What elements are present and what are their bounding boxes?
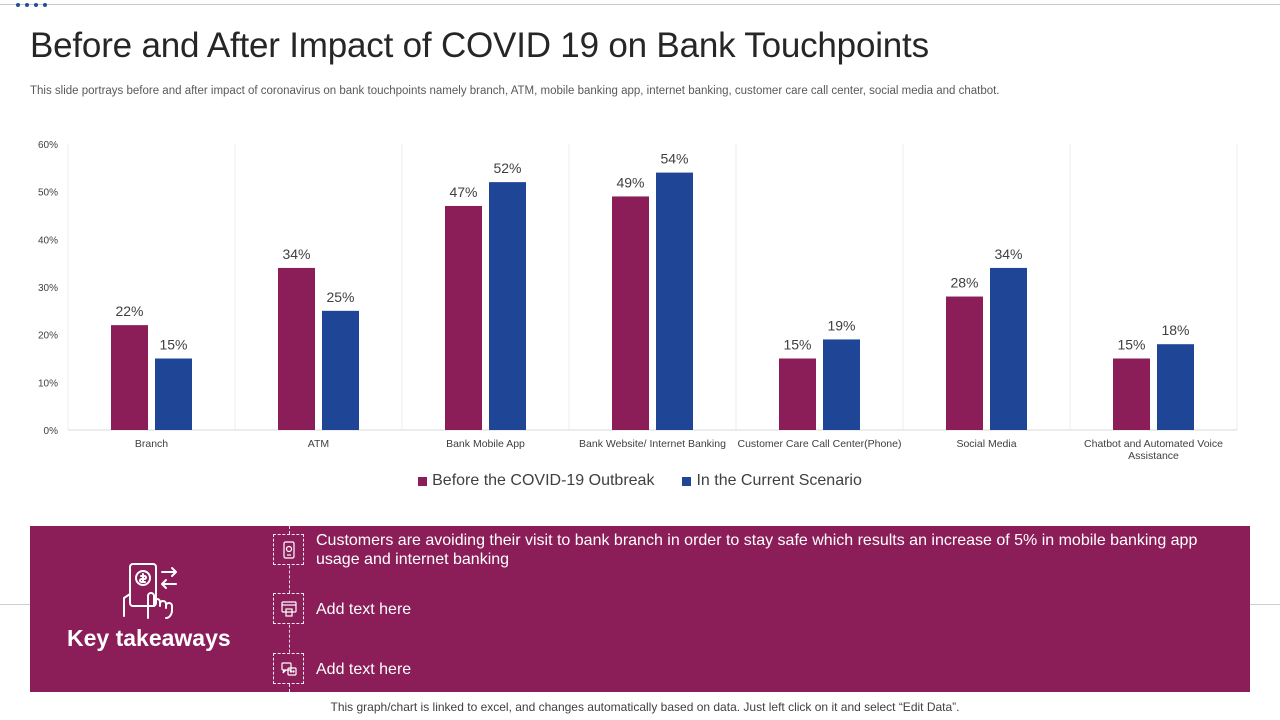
key-takeaways-title: Key takeaways [67, 625, 231, 651]
chatbot-icon [273, 653, 304, 684]
x-tick-label: Bank Website/ Internet Banking [579, 438, 726, 450]
y-tick-label: 30% [38, 283, 58, 294]
legend-item-current: In the Current Scenario [682, 472, 862, 490]
page-subtitle: This slide portrays before and after imp… [30, 85, 1000, 97]
y-tick-label: 20% [38, 331, 58, 342]
data-label: 34% [282, 246, 310, 262]
legend-label-current: In the Current Scenario [696, 472, 862, 489]
takeaway-item-3: Add text here [316, 661, 412, 678]
bar-current [823, 339, 860, 430]
x-tick-label: Customer Care Call Center(Phone) [738, 438, 902, 450]
x-tick-label: Assistance [1128, 450, 1179, 462]
bar-before [946, 296, 983, 430]
bar-before [612, 196, 649, 430]
right-divider [1250, 604, 1280, 605]
footer-note: This graph/chart is linked to excel, and… [330, 700, 960, 714]
legend-swatch-before [418, 476, 428, 486]
bar-before [278, 267, 315, 430]
x-tick-label: Social Media [956, 438, 1016, 450]
y-tick-label: 50% [38, 188, 58, 199]
top-rule [0, 4, 1280, 5]
data-label: 18% [1161, 322, 1189, 338]
data-label: 15% [783, 337, 811, 353]
bar-before [111, 325, 148, 430]
chart-legend: Before the COVID-19 Outbreak In the Curr… [0, 472, 1280, 490]
data-label: 15% [159, 337, 187, 353]
atm-card-icon [273, 593, 304, 624]
left-divider [0, 604, 30, 605]
data-label: 19% [827, 317, 855, 333]
page-title: Before and After Impact of COVID 19 on B… [30, 26, 929, 65]
key-takeaways-panel: Key takeaways Customers are avoiding the… [30, 526, 1250, 692]
legend-label-before: Before the COVID-19 Outbreak [432, 472, 655, 489]
mobile-app-icon [273, 534, 304, 565]
data-label: 49% [616, 174, 644, 190]
x-tick-label: Chatbot and Automated Voice [1084, 438, 1223, 450]
data-label: 22% [115, 303, 143, 319]
legend-item-before: Before the COVID-19 Outbreak [418, 472, 654, 490]
bar-current [990, 267, 1027, 430]
x-tick-label: Branch [135, 438, 168, 450]
data-label: 54% [660, 151, 688, 167]
y-tick-label: 40% [38, 235, 58, 246]
data-label: 47% [449, 184, 477, 200]
data-label: 52% [493, 160, 521, 176]
data-label: 25% [326, 289, 354, 305]
y-tick-label: 0% [44, 426, 59, 437]
bar-before [445, 205, 482, 430]
decorative-dots [16, 3, 47, 7]
bar-current [489, 182, 526, 430]
takeaway-item-2: Add text here [316, 601, 412, 618]
y-tick-label: 10% [38, 378, 58, 389]
data-label: 34% [994, 246, 1022, 262]
data-label: 28% [950, 275, 978, 291]
bar-before [779, 358, 816, 430]
y-tick-label: 60% [38, 140, 58, 151]
legend-swatch-current [682, 476, 692, 486]
bar-current [656, 172, 693, 430]
x-tick-label: ATM [308, 438, 329, 450]
bar-before [1113, 358, 1150, 430]
bar-current [1157, 344, 1194, 430]
x-tick-label: Bank Mobile App [446, 438, 525, 450]
bar-current [322, 310, 359, 430]
bar-chart[interactable]: 0% 10% 20% 30% 40% 50% 60% 22% 15% Branch 34% 25% AT… [0, 130, 1280, 470]
bar-current [155, 358, 192, 430]
hand-payment-icon [122, 562, 182, 625]
data-label: 15% [1117, 337, 1145, 353]
takeaway-item-1: Customers are avoiding their visit to ba… [316, 532, 1198, 568]
